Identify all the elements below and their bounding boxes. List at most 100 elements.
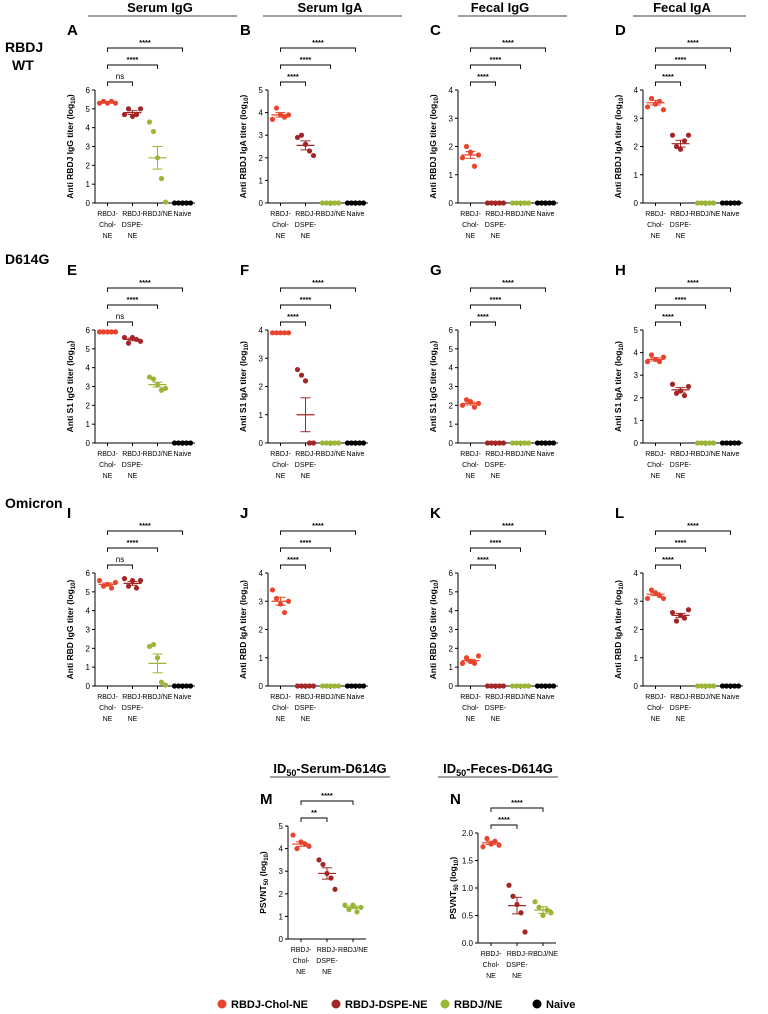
data-point [681,615,688,621]
data-point [125,583,132,589]
data-point [294,366,301,373]
significance-label: **** [300,538,312,547]
y-tick-label: 3 [86,143,91,152]
significance-label: **** [490,55,502,64]
y-label-part: (log [258,861,268,879]
y-tick-label: 5 [449,345,454,354]
x-tick-label-line: RBDJ/NE [506,211,536,218]
x-tick-label-line: RBDJ- [670,451,691,458]
significance-label: **** [675,295,687,304]
legend-marker [217,999,227,1009]
x-tick-label-line: NE [276,233,286,240]
data-point [669,132,676,138]
x-tick-label-line: RBDJ- [295,694,316,701]
panel-h: H 0 1 2 3 4 5 RBDJ- Chol- NE RBDJ- DSPE- NE RBDJ/NE Na… [613,262,743,480]
data-point [644,104,651,110]
y-tick-label: 6 [86,326,91,335]
significance-label: **** [312,521,324,530]
column-headers: Serum IgG Serum IgA Fecal IgG Fecal IgA [88,0,746,17]
significance-label: **** [490,295,502,304]
x-tick-label-line: RBDJ/NE [316,211,346,218]
data-point [158,387,165,393]
significance-label: **** [477,312,489,321]
significance-bracket [107,321,133,326]
y-label-sub: 10 [434,96,440,103]
significance-bracket [655,64,706,69]
x-tick-label: RBDJ- DSPE- NE [295,694,317,723]
data-point [669,381,676,387]
x-tick-label-line: DSPE- [506,962,528,969]
data-point [342,902,348,908]
data-point [316,857,322,863]
significance-bracket [470,321,496,326]
x-tick-label: Naive [347,694,365,701]
significance-label: **** [675,55,687,64]
y-tick-label: 5 [449,588,454,597]
data-point [673,618,680,624]
y-tick-label: 1 [634,171,639,180]
y-tick-label: 6 [86,86,91,95]
y-tick-label: 5 [86,345,91,354]
data-point [112,100,119,106]
x-tick-label: Naive [174,694,192,701]
significance-label: **** [300,295,312,304]
y-axis-label: Anti RBD IgG titer (log10) [428,579,440,679]
data-point [137,106,144,112]
y-tick-label: 4 [634,86,639,95]
x-tick-label-line: Chol- [293,958,310,965]
legend-item: RBDJ/NE [440,999,502,1011]
y-label-part: ) [65,94,75,97]
y-tick-label: 2 [634,143,639,152]
significance-bracket [470,564,496,569]
y-label-part: ) [428,94,438,97]
y-tick-label: 5 [259,86,264,95]
y-label-sub: 50 [264,878,270,885]
y-label-sub: 10 [244,582,250,589]
significance-bracket [470,47,546,52]
significance-label: **** [139,521,151,530]
x-tick-label-line: NE [103,233,113,240]
x-tick-label: RBDJ/NE [691,211,721,218]
significance-label: **** [312,38,324,47]
y-tick-label: 0 [634,439,639,448]
x-tick-label-line: NE [103,716,113,723]
x-tick-label-line: RBDJ- [270,211,291,218]
significance-bracket [280,530,356,535]
x-tick-label-line: Chol- [272,705,289,712]
y-tick-label: 4 [634,569,639,578]
data-point [459,155,466,161]
x-tick-label-line: DSPE- [122,222,144,229]
y-tick-label: 6 [86,569,91,578]
x-tick-label: Naive [722,694,740,701]
x-tick-label: RBDJ- DSPE- NE [485,694,507,723]
data-point [310,152,317,159]
x-tick-label: RBDJ- DSPE- NE [122,211,144,240]
significance-bracket [470,64,521,69]
x-tick-label-line: Naive [347,211,365,218]
y-label-part: ) [65,579,75,582]
significance-label: ** [311,808,317,817]
x-tick-label-line: Naive [722,451,740,458]
x-tick-label: RBDJ- Chol- NE [97,211,118,240]
data-point [162,682,169,688]
significance-bracket [280,564,306,569]
data-point [146,374,153,380]
y-axis-label: Anti RBD IgG titer (log10) [65,579,77,679]
data-point [471,163,478,169]
x-tick-label-line: RBDJ- [270,694,291,701]
data-point [150,376,157,382]
y-label-part: PSVNT [448,890,458,919]
data-point [162,385,169,391]
y-tick-label: 1.5 [462,857,474,866]
y-tick-label: 1.0 [462,884,474,893]
significance-label: **** [287,312,299,321]
panel-l: L 0 1 2 3 4 RBDJ- Chol- NE RBDJ- DSPE- NE RBDJ/NE Nai… [613,505,743,723]
y-tick-label: 1 [86,180,91,189]
significance-label: **** [127,55,139,64]
y-axis-label: Anti RBD IgA titer (log10) [613,580,625,679]
y-label-part: (log [448,866,458,884]
x-tick-label-line: RBDJ- [122,211,143,218]
x-tick-label: RBDJ/NE [691,451,721,458]
x-tick-label-line: RBDJ- [122,451,143,458]
significance-label: ns [116,72,124,81]
